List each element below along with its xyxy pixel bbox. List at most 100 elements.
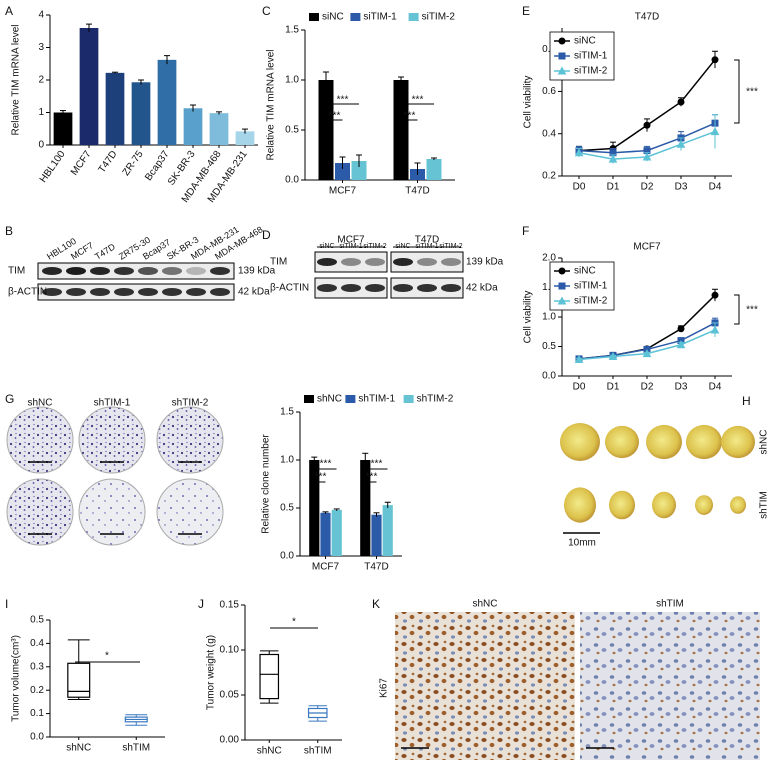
y-tick-label: 1.5 bbox=[542, 282, 556, 293]
legend-label: siNC bbox=[574, 266, 596, 277]
y-tick-label: 0.0 bbox=[285, 175, 299, 186]
blot-band bbox=[90, 267, 110, 275]
colony-well bbox=[78, 478, 146, 546]
point bbox=[711, 56, 719, 64]
blot-band bbox=[138, 288, 158, 296]
y-tick-label: 0.6 bbox=[542, 86, 556, 97]
blot-band bbox=[114, 288, 134, 296]
x-tick-label: shTIM bbox=[122, 743, 150, 754]
tumor bbox=[564, 487, 596, 523]
bar bbox=[331, 509, 342, 556]
blot-strip bbox=[37, 262, 235, 280]
x-tick-label: shTIM bbox=[304, 746, 332, 757]
chart-title: T47D bbox=[635, 12, 659, 23]
significance-label: *** bbox=[337, 95, 349, 106]
bar bbox=[318, 80, 334, 180]
panel-letter: F bbox=[522, 224, 529, 238]
lane-label: siTIM-1 bbox=[339, 243, 362, 250]
panel-letter: J bbox=[198, 597, 204, 611]
panel-letter: B bbox=[5, 224, 13, 238]
blot-strip bbox=[314, 251, 388, 273]
column-label: shTIM bbox=[656, 599, 684, 610]
x-tick-label: D2 bbox=[641, 382, 654, 393]
bar bbox=[351, 161, 367, 180]
row-label: Ki67 bbox=[379, 678, 390, 698]
blot-band bbox=[393, 258, 413, 266]
x-tick-label: T47D bbox=[405, 186, 429, 197]
y-axis-label: Relative clone number bbox=[261, 434, 272, 534]
blot-band bbox=[66, 267, 86, 275]
panel-letter: E bbox=[522, 4, 530, 18]
group-label: MCF7 bbox=[337, 235, 365, 246]
bar bbox=[320, 512, 331, 556]
blot-band bbox=[162, 267, 182, 275]
blot-band bbox=[42, 267, 62, 275]
y-tick-label: 0.4 bbox=[542, 128, 556, 139]
significance-label: *** bbox=[371, 459, 383, 470]
column-label: shNC bbox=[27, 398, 52, 409]
blot-band bbox=[317, 258, 337, 266]
colony-well bbox=[6, 406, 74, 474]
significance-label: *** bbox=[320, 459, 332, 470]
box bbox=[259, 653, 280, 700]
y-tick-label: 0.4 bbox=[30, 638, 44, 649]
point bbox=[642, 349, 652, 358]
x-tick-label: MCF7 bbox=[69, 149, 94, 178]
column-label: shNC bbox=[472, 599, 497, 610]
panel-letter: C bbox=[262, 4, 271, 18]
point bbox=[710, 127, 720, 136]
colony-well bbox=[156, 478, 224, 546]
y-tick-label: 2.0 bbox=[542, 253, 556, 264]
legend-swatch bbox=[345, 395, 356, 403]
legend-label: siTIM-2 bbox=[574, 66, 608, 77]
blot-band bbox=[417, 284, 437, 292]
bar bbox=[309, 460, 320, 556]
blot-band bbox=[365, 258, 385, 266]
legend-marker bbox=[557, 66, 567, 75]
y-tick-label: 2 bbox=[38, 75, 44, 86]
y-axis-label: Cell viability bbox=[523, 291, 534, 344]
legend-label: siTIM-1 bbox=[574, 51, 608, 62]
y-tick-label: 1.0 bbox=[285, 75, 299, 86]
point bbox=[574, 354, 584, 363]
y-tick-label: 1.5 bbox=[285, 25, 299, 36]
tumor bbox=[652, 491, 676, 519]
legend-marker bbox=[558, 52, 566, 60]
tumor bbox=[721, 425, 755, 459]
y-tick-label: 0.5 bbox=[280, 503, 294, 514]
point bbox=[677, 98, 685, 106]
panel-letter: A bbox=[5, 4, 13, 18]
blot-band bbox=[393, 284, 413, 292]
point bbox=[676, 340, 686, 349]
x-tick-label: T47D bbox=[364, 562, 388, 573]
x-tick-label: ZR-75 bbox=[121, 149, 146, 178]
legend-label: shTIM-1 bbox=[358, 394, 395, 405]
bar bbox=[382, 505, 393, 556]
point bbox=[676, 139, 686, 148]
y-tick-label: 0.0 bbox=[542, 371, 556, 382]
x-tick-label: D0 bbox=[573, 182, 586, 193]
size-label: 139 kDa bbox=[238, 266, 276, 277]
blot-band bbox=[90, 288, 110, 296]
y-tick-label: 0.8 bbox=[542, 44, 556, 55]
tumor bbox=[609, 490, 635, 520]
point bbox=[710, 325, 720, 334]
legend-swatch bbox=[309, 13, 319, 21]
x-tick-label: D4 bbox=[709, 182, 722, 193]
y-tick-label: 1.0 bbox=[542, 312, 556, 323]
x-tick-label: T47D bbox=[97, 149, 120, 175]
column-label: shTIM-2 bbox=[172, 398, 209, 409]
tumor bbox=[646, 424, 682, 460]
blot-band bbox=[341, 284, 361, 292]
blot-band bbox=[66, 288, 86, 296]
x-tick-label: D0 bbox=[573, 382, 586, 393]
y-tick-label: 0.3 bbox=[30, 661, 44, 672]
blot-band bbox=[365, 284, 385, 292]
y-tick-label: 0.2 bbox=[30, 685, 44, 696]
point bbox=[574, 148, 584, 157]
y-axis-label: Cell viability bbox=[523, 76, 534, 129]
bar bbox=[53, 112, 73, 145]
x-tick-label: D1 bbox=[607, 182, 620, 193]
panel-letter: G bbox=[5, 392, 14, 406]
group-label: T47D bbox=[415, 235, 439, 246]
